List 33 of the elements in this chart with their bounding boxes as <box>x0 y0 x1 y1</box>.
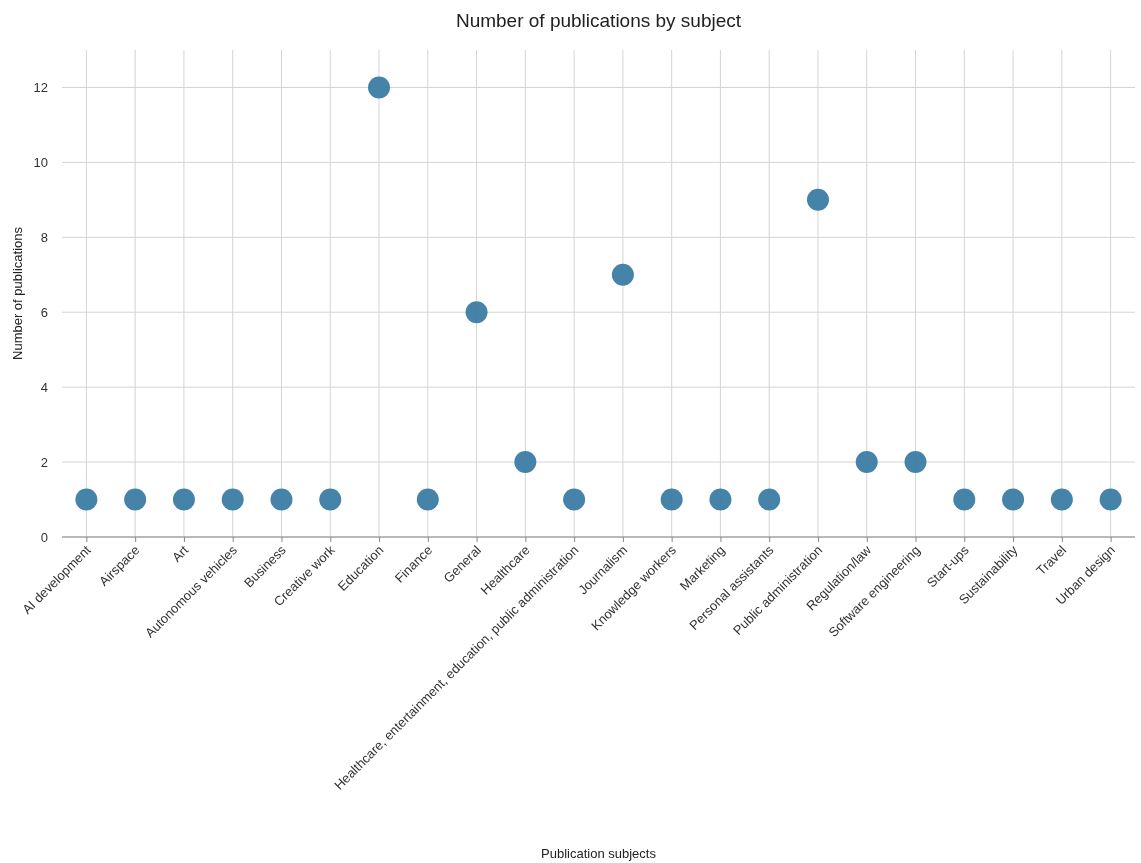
point <box>319 488 342 511</box>
point <box>611 263 634 286</box>
chart-title: Number of publications by subject <box>455 10 742 31</box>
y-tick-label: 4 <box>40 379 48 395</box>
y-tick-label: 2 <box>40 454 48 470</box>
point <box>465 301 488 324</box>
point <box>75 488 98 511</box>
x-tick-label: Art <box>168 542 192 565</box>
point <box>1002 488 1025 511</box>
point <box>904 451 927 474</box>
point <box>563 488 586 511</box>
point <box>514 451 537 474</box>
point <box>221 488 244 511</box>
y-axis-title: Number of publications <box>10 226 25 360</box>
point <box>709 488 732 511</box>
point <box>1050 488 1073 511</box>
y-tick-label: 12 <box>33 80 48 96</box>
point <box>806 188 829 211</box>
point <box>172 488 195 511</box>
point <box>124 488 147 511</box>
y-tick-label: 0 <box>40 529 48 545</box>
point <box>368 76 391 99</box>
y-tick-label: 10 <box>33 155 48 171</box>
y-tick-label: 6 <box>40 304 48 320</box>
point <box>758 488 781 511</box>
y-tick-label: 8 <box>40 229 48 245</box>
point <box>660 488 683 511</box>
point <box>953 488 976 511</box>
x-axis-title: Publication subjects <box>541 846 657 861</box>
point <box>270 488 293 511</box>
point <box>416 488 439 511</box>
point <box>1099 488 1122 511</box>
point <box>855 451 878 474</box>
